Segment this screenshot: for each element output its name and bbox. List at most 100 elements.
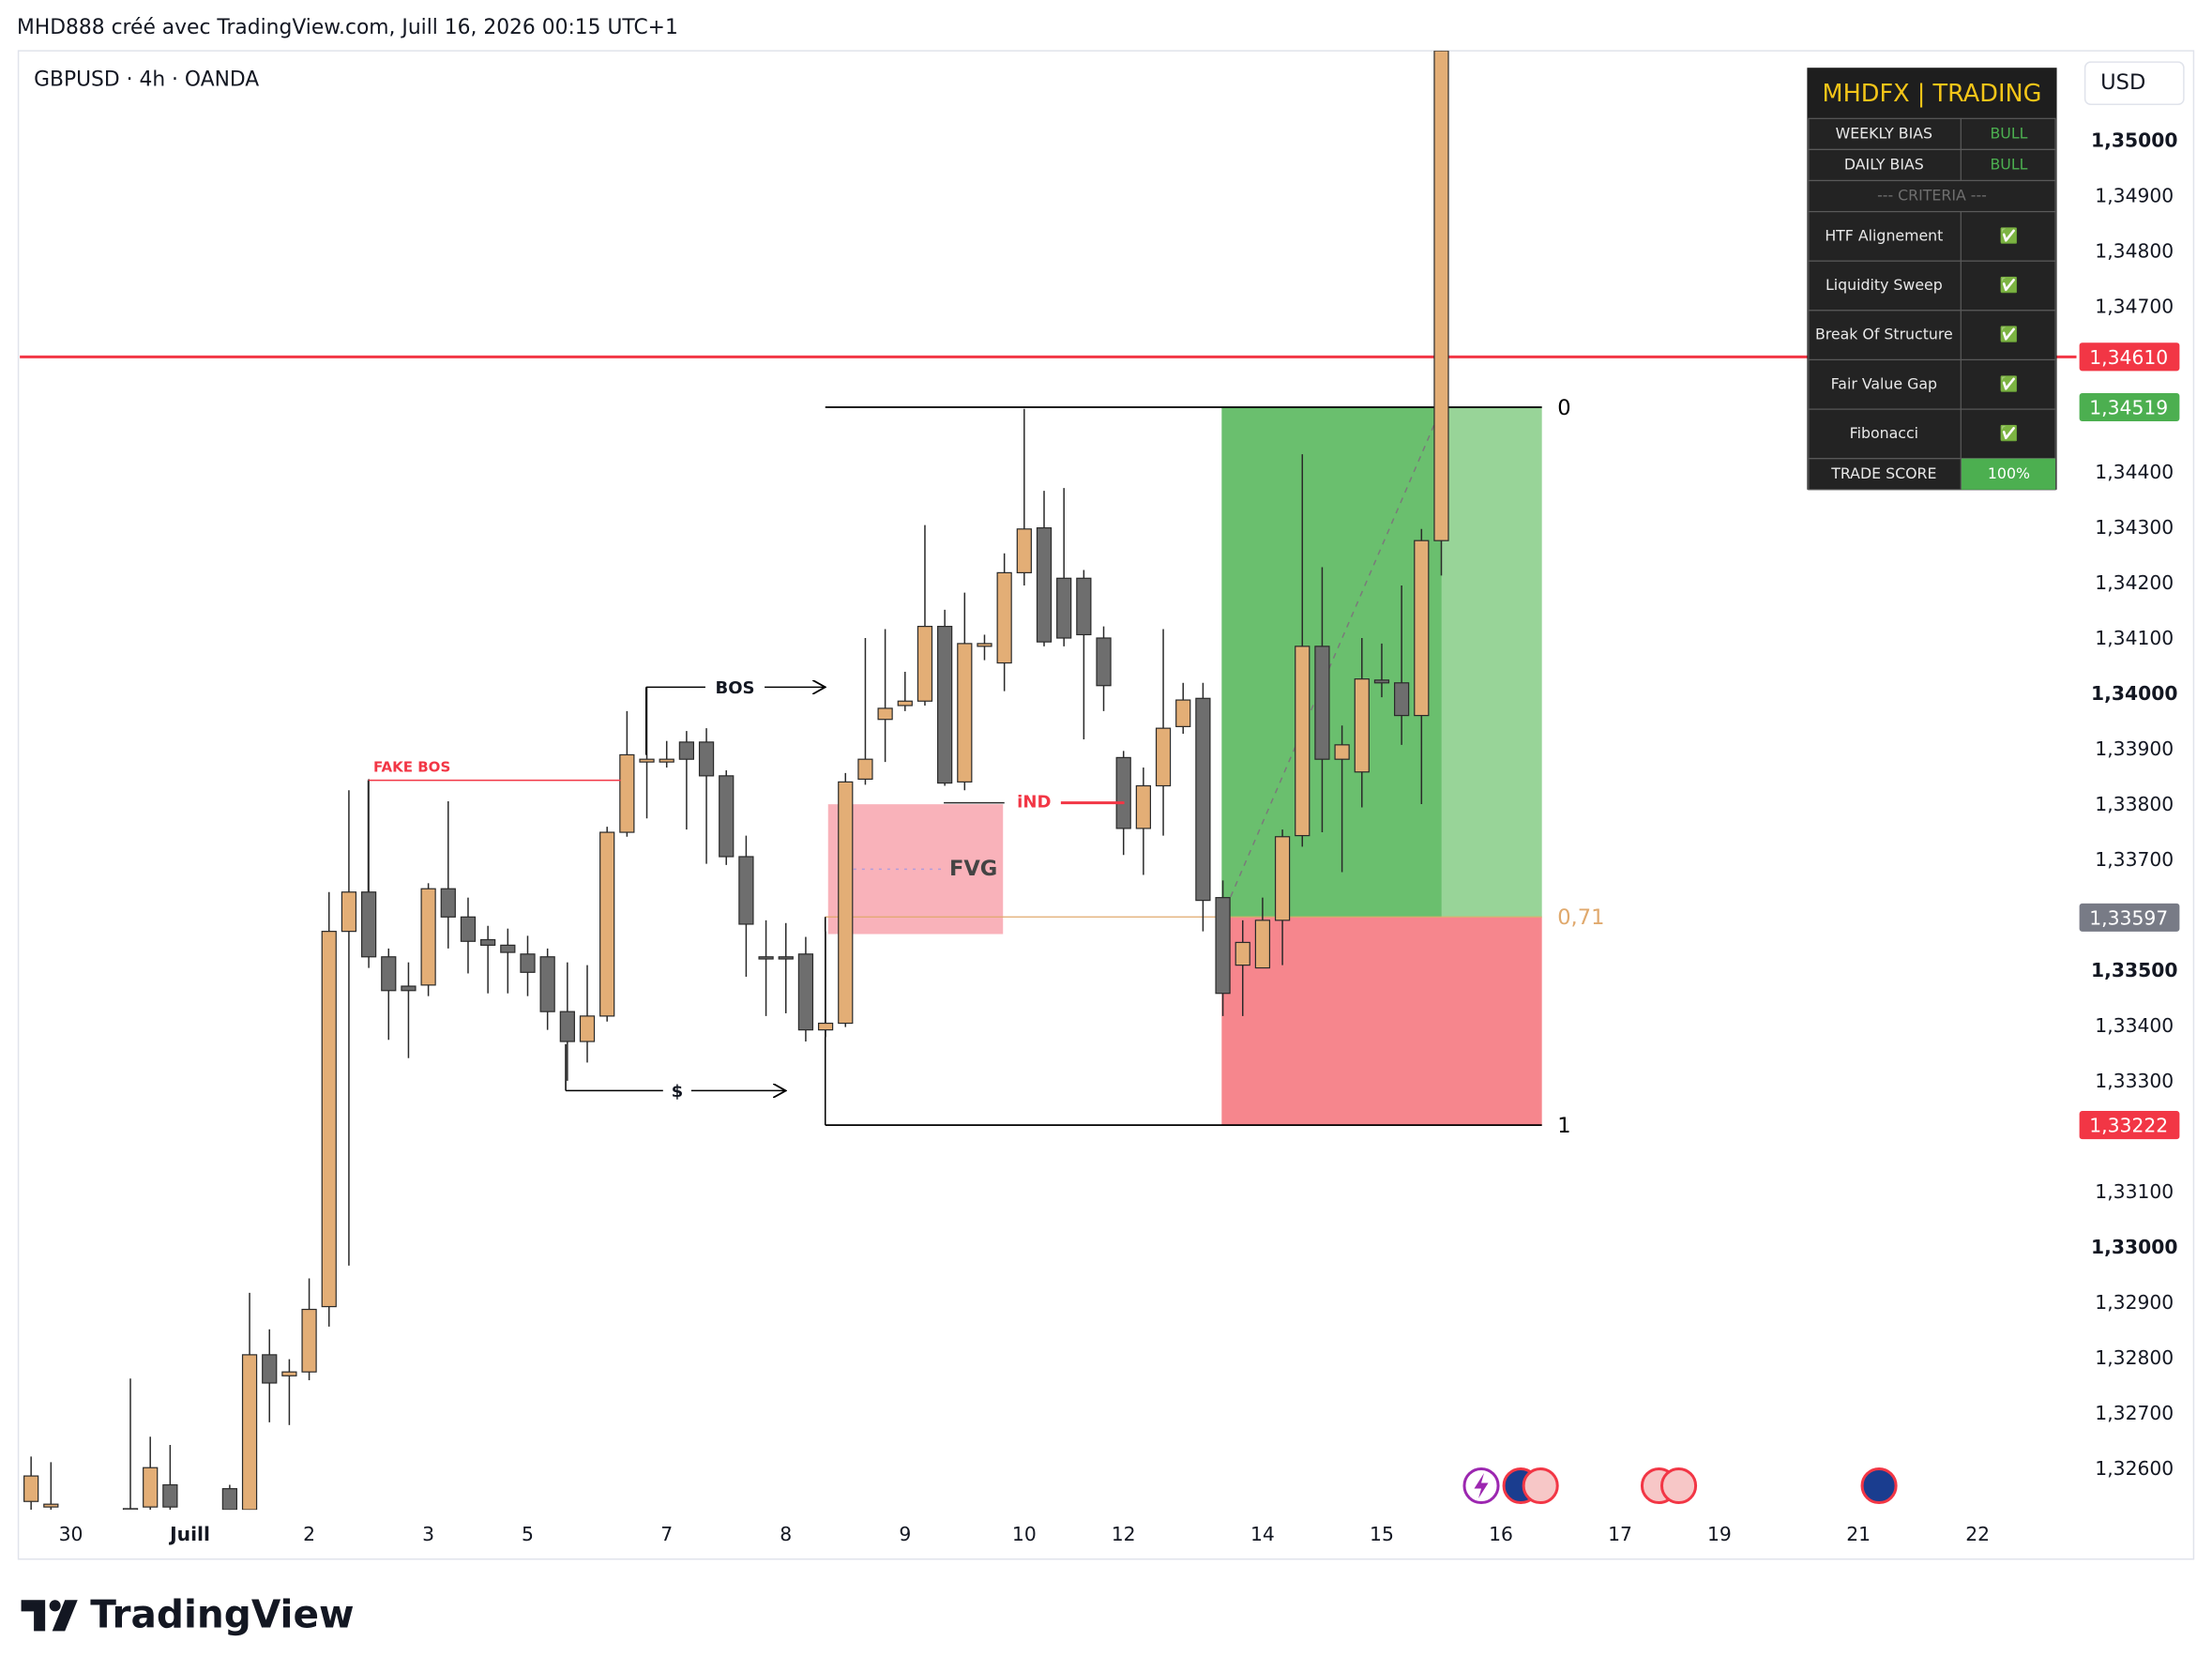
candle-body xyxy=(301,1308,317,1373)
table-cell: 100% xyxy=(1988,464,2030,482)
y-tick-label: 1,32900 xyxy=(2095,1291,2174,1314)
y-tick-label: 1,35000 xyxy=(2091,129,2177,151)
candle-body xyxy=(937,626,953,784)
table-cell: ✅ xyxy=(2000,276,2019,294)
y-tick-label: 1,33700 xyxy=(2095,848,2174,871)
table-cell: Liquidity Sweep xyxy=(1826,276,1943,294)
x-tick-label: 9 xyxy=(899,1523,911,1545)
logo-text: TradingView xyxy=(90,1591,354,1636)
candle-body xyxy=(698,741,715,777)
plot-area xyxy=(20,51,2077,1511)
table-title: MHDFX | TRADING xyxy=(1823,80,2042,108)
x-tick-label: 19 xyxy=(1707,1523,1732,1545)
y-tick-label: 1,34400 xyxy=(2095,461,2174,483)
currency-label[interactable]: USD xyxy=(2100,70,2145,95)
table-cell: TRADE SCORE xyxy=(1830,464,1936,482)
candle-body xyxy=(857,758,873,781)
candle-body xyxy=(1334,744,1350,760)
x-tick-label: 3 xyxy=(422,1523,434,1545)
candle-body xyxy=(539,956,555,1012)
x-tick-label: 5 xyxy=(522,1523,534,1545)
candle-body xyxy=(877,707,893,721)
y-tick-label: 1,34200 xyxy=(2095,571,2174,594)
candle-body xyxy=(1373,679,1390,684)
candle-body xyxy=(1215,897,1231,995)
x-tick-label: 15 xyxy=(1370,1523,1394,1545)
candle-body xyxy=(1414,540,1430,717)
candle-body xyxy=(917,626,933,702)
candle-body xyxy=(460,916,477,942)
ind-label: iND xyxy=(1017,793,1051,813)
candle-body xyxy=(1175,699,1191,727)
x-tick-label: 14 xyxy=(1250,1523,1275,1545)
table-cell: --- CRITERIA --- xyxy=(1877,187,1987,205)
event-icon[interactable] xyxy=(1860,1467,1898,1505)
candle-body xyxy=(678,741,694,760)
candle-body xyxy=(1394,682,1410,717)
candle-body xyxy=(957,643,973,783)
x-tick-label: 21 xyxy=(1846,1523,1871,1545)
table-cell: ✅ xyxy=(2000,374,2019,392)
candle-body xyxy=(838,781,854,1025)
candle-body xyxy=(719,775,735,858)
logo-mark xyxy=(52,1600,78,1632)
x-tick-label: 12 xyxy=(1112,1523,1136,1545)
table-cell: Break Of Structure xyxy=(1815,326,1953,343)
table-row xyxy=(1808,179,2056,213)
candle-body xyxy=(520,953,536,973)
candle-body xyxy=(262,1354,278,1384)
candle-body xyxy=(360,891,377,958)
table-cell: Fibonacci xyxy=(1850,424,1918,442)
price-label: 1,33222 xyxy=(2089,1115,2168,1137)
candle-body xyxy=(1295,646,1311,837)
event-icon[interactable] xyxy=(1659,1467,1698,1505)
candle-body xyxy=(1155,727,1172,787)
candle-body xyxy=(817,1022,834,1031)
target-zone-projected xyxy=(1441,407,1542,918)
x-tick-label: 2 xyxy=(303,1523,315,1545)
candle-body xyxy=(480,938,496,946)
candle-body xyxy=(341,891,357,933)
candle-body xyxy=(43,1503,59,1508)
candle-body xyxy=(381,956,397,992)
x-tick-label: 17 xyxy=(1608,1523,1632,1545)
logo xyxy=(21,1600,78,1632)
candle-body xyxy=(1096,637,1112,687)
event-icon-bolt xyxy=(1474,1472,1489,1499)
event-icon[interactable] xyxy=(1522,1467,1559,1505)
candle-body xyxy=(797,953,814,1031)
price-label-bg xyxy=(2079,1111,2180,1140)
candle-body xyxy=(241,1354,258,1511)
candle-body xyxy=(599,831,615,1017)
event-icons[interactable] xyxy=(1462,1467,1898,1505)
price-label-bg xyxy=(2079,903,2180,932)
y-tick-label: 1,34300 xyxy=(2095,516,2174,539)
liq-label: $ xyxy=(672,1082,684,1102)
candle-body xyxy=(579,1015,596,1042)
price-label: 1,34519 xyxy=(2089,397,2168,419)
candle-body xyxy=(738,856,754,925)
chart-title[interactable]: GBPUSD · 4h · OANDA xyxy=(34,68,259,92)
fib-label: 1 xyxy=(1557,1114,1570,1138)
chart-frame xyxy=(17,50,2195,1560)
table-cell: ✅ xyxy=(2000,226,2019,244)
candle-body xyxy=(321,931,337,1308)
logo-mark xyxy=(49,1600,61,1612)
candle-body xyxy=(281,1371,297,1376)
table-cell: WEEKLY BIAS xyxy=(1836,124,1932,142)
fib-label: 0,71 xyxy=(1557,905,1604,930)
candle-body xyxy=(659,758,674,763)
table-cell: Fair Value Gap xyxy=(1831,374,1937,392)
y-tick-label: 1,34100 xyxy=(2095,627,2174,649)
candle-body xyxy=(1235,941,1250,966)
x-tick-label: 22 xyxy=(1965,1523,1990,1545)
candle-body xyxy=(778,956,794,960)
fake-bos-label: FAKE BOS xyxy=(373,759,450,776)
candle-body xyxy=(639,758,655,763)
candle-body xyxy=(996,571,1012,664)
candle-body xyxy=(977,643,992,647)
currency-button[interactable] xyxy=(2083,61,2185,106)
price-label: 1,34610 xyxy=(2089,346,2168,369)
